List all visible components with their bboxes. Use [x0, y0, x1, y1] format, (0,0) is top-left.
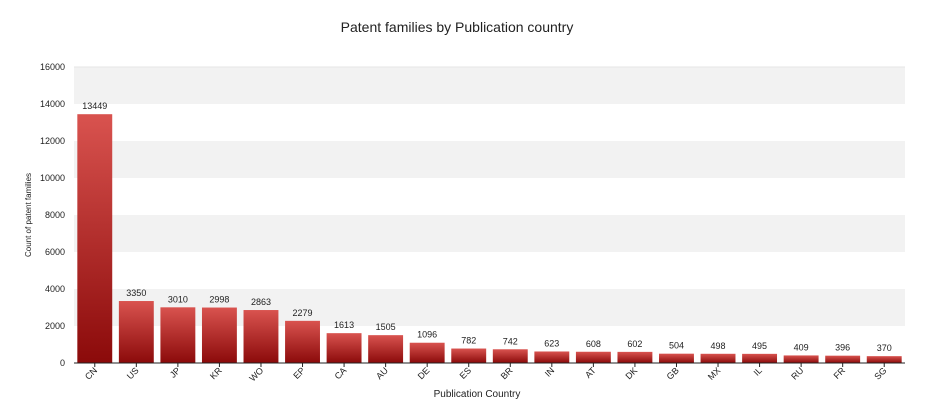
- data-label: 2279: [293, 308, 313, 318]
- y-tick-label: 0: [60, 358, 65, 368]
- data-label: 396: [835, 343, 850, 353]
- y-tick-label: 8000: [45, 210, 65, 220]
- bar: [534, 351, 570, 363]
- x-tick-label: EP: [291, 365, 307, 381]
- x-tick-labels: CN US JP KR WO EP CA AU DE ES BR IN AT DK GB MX IL RU FR SG: [83, 363, 889, 383]
- y-tick-labels: 0 2000 4000 6000 8000 10000 12000 14000 16000: [40, 62, 65, 368]
- data-label: 370: [877, 343, 892, 353]
- x-tick-label: US: [125, 365, 141, 381]
- y-tick-label: 12000: [40, 136, 65, 146]
- x-tick-label: MX: [706, 365, 723, 382]
- grid-band: [74, 67, 905, 104]
- x-tick-label: CN: [83, 365, 99, 381]
- bar: [617, 351, 653, 363]
- chart-title: Patent families by Publication country: [341, 19, 574, 35]
- grid-band: [74, 289, 905, 326]
- data-label: 2998: [209, 295, 229, 305]
- x-tick-label: AU: [374, 365, 390, 381]
- data-label: 504: [669, 341, 684, 351]
- x-axis-title: Publication Country: [434, 389, 521, 400]
- y-tick-label: 6000: [45, 247, 65, 257]
- x-tick-label: IN: [543, 365, 556, 378]
- y-axis-title: Count of patent families: [24, 173, 33, 257]
- x-tick-label: RU: [789, 365, 805, 381]
- data-label: 13449: [82, 101, 107, 111]
- bar: [160, 307, 196, 363]
- x-tick-label: JP: [168, 365, 183, 380]
- data-label: 742: [503, 336, 518, 346]
- bar: [201, 307, 237, 363]
- bar: [77, 114, 113, 363]
- data-labels: 13449 3350 3010 2998 2863 2279 1613 1505 1096 782…: [82, 101, 891, 353]
- x-tick-label: IL: [752, 365, 764, 377]
- data-label: 1505: [376, 322, 396, 332]
- bar: [659, 353, 694, 363]
- y-tick-label: 16000: [40, 62, 65, 72]
- data-label: 1096: [417, 330, 437, 340]
- y-tick-label: 4000: [45, 284, 65, 294]
- bar: [118, 301, 154, 363]
- bar: [285, 320, 320, 363]
- bar: [783, 355, 819, 363]
- x-tick-label: FR: [832, 365, 848, 381]
- bar: [700, 353, 736, 363]
- bar: [409, 342, 445, 363]
- x-tick-label: KR: [208, 365, 224, 381]
- x-tick-label: WO: [247, 365, 265, 383]
- grid-band: [74, 215, 905, 252]
- y-tick-label: 10000: [40, 173, 65, 183]
- grid-bands: [74, 66, 905, 326]
- data-label: 782: [461, 336, 476, 346]
- data-label: 1613: [334, 320, 354, 330]
- bar: [742, 353, 778, 363]
- bar: [492, 349, 528, 363]
- data-label: 409: [794, 342, 809, 352]
- data-label: 623: [544, 338, 559, 348]
- x-tick-label: BR: [499, 365, 515, 381]
- y-tick-label: 14000: [40, 99, 65, 109]
- bar: [825, 355, 861, 363]
- bar: [866, 356, 902, 363]
- x-tick-label: AT: [583, 365, 598, 380]
- bars: [77, 114, 902, 363]
- x-tick-label: DK: [623, 365, 639, 381]
- data-label: 3350: [126, 288, 146, 298]
- x-tick-label: ES: [458, 365, 474, 381]
- x-tick-label: GB: [665, 365, 681, 381]
- data-label: 2863: [251, 297, 271, 307]
- y-tick-label: 2000: [45, 321, 65, 331]
- data-label: 498: [711, 341, 726, 351]
- x-tick-label: CA: [333, 365, 349, 381]
- grid-band: [74, 141, 905, 178]
- bar: [451, 348, 487, 363]
- data-label: 608: [586, 339, 601, 349]
- bar: [575, 351, 611, 363]
- bar: [326, 333, 362, 363]
- data-label: 602: [627, 339, 642, 349]
- data-label: 3010: [168, 294, 188, 304]
- data-label: 495: [752, 341, 767, 351]
- bar: [243, 310, 279, 363]
- bar: [368, 335, 404, 363]
- x-tick-label: DE: [416, 365, 432, 381]
- x-tick-label: SG: [872, 365, 888, 381]
